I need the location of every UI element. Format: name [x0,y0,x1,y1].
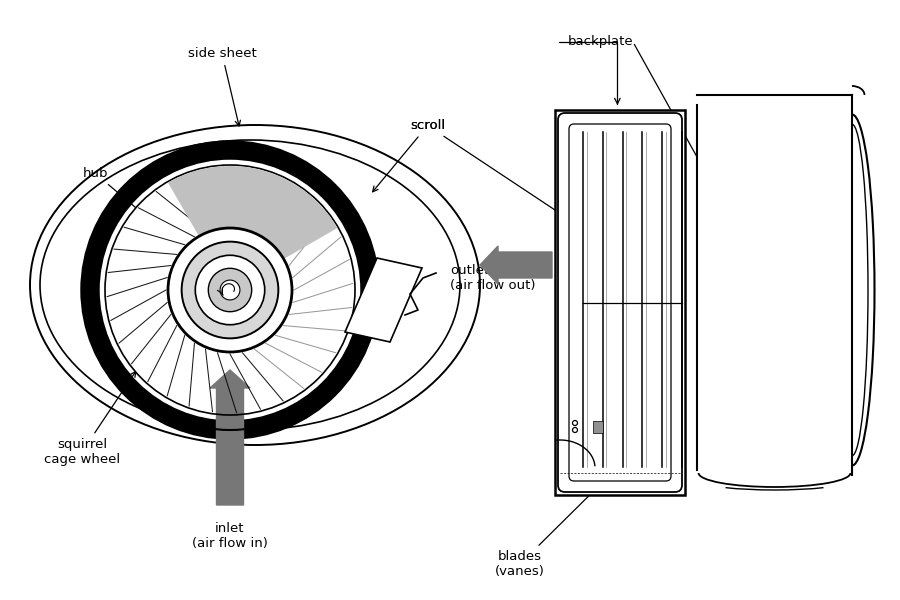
Text: scroll: scroll [410,119,587,231]
Circle shape [88,148,372,432]
Polygon shape [345,258,422,342]
Wedge shape [168,166,338,290]
Circle shape [105,165,355,415]
Text: inlet
(air flow in): inlet (air flow in) [192,522,268,550]
Text: backplate: backplate [568,35,634,48]
Text: outlet
(air flow out): outlet (air flow out) [450,264,536,292]
Circle shape [182,242,278,338]
Circle shape [220,280,240,300]
Circle shape [168,228,292,352]
Text: squirrel
cage wheel: squirrel cage wheel [44,371,136,466]
Circle shape [572,421,578,425]
Bar [697,95,852,485]
FancyArrow shape [480,246,552,284]
Circle shape [572,427,578,433]
Ellipse shape [40,140,460,430]
Circle shape [208,268,252,312]
Circle shape [195,255,265,325]
FancyArrow shape [210,370,250,505]
Text: scroll: scroll [373,119,446,192]
Bar [593,421,603,433]
Ellipse shape [30,125,480,445]
Text: side sheet: side sheet [187,47,256,126]
Bar [555,110,685,495]
Text: blades
(vanes): blades (vanes) [495,468,617,578]
Text: hub: hub [83,167,176,242]
